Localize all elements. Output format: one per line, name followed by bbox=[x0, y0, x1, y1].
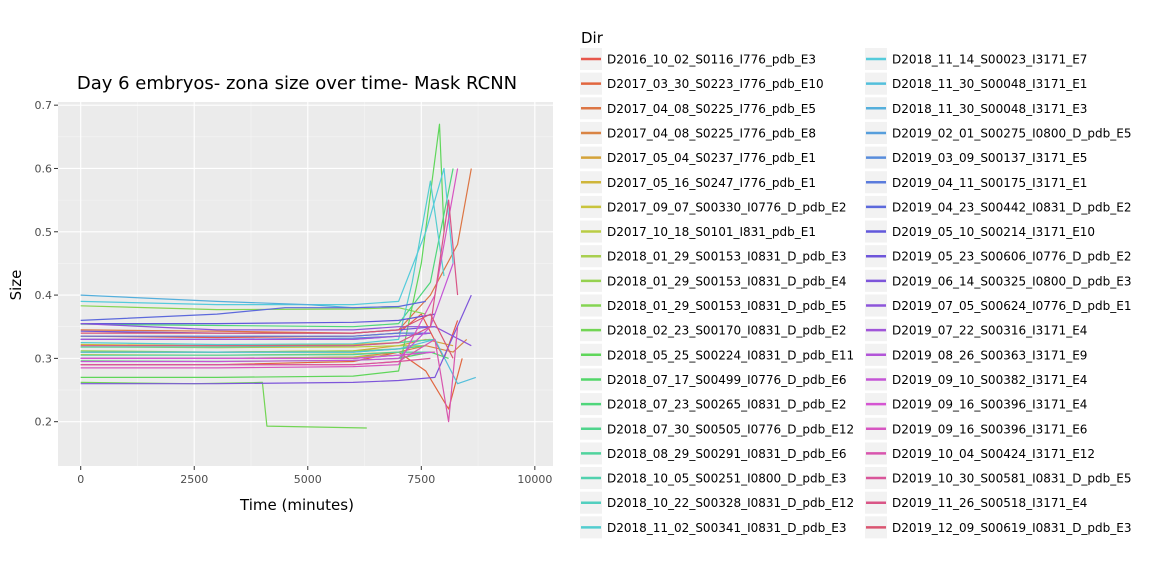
legend-label: D2018_11_30_S00048_I3171_E1 bbox=[892, 77, 1087, 91]
chart-title: Day 6 embryos- zona size over time- Mask… bbox=[77, 73, 517, 94]
grid-major bbox=[58, 102, 553, 466]
legend-label: D2019_07_05_S00624_I0776_D_pdb_E1 bbox=[892, 299, 1132, 313]
legend-label: D2019_02_01_S00275_I0800_D_pdb_E5 bbox=[892, 126, 1132, 140]
legend-label: D2019_09_16_S00396_I3171_E6 bbox=[892, 422, 1087, 436]
series-line bbox=[80, 313, 454, 359]
legend-label: D2019_04_11_S00175_I3171_E1 bbox=[892, 176, 1087, 190]
x-axis-title: Time (minutes) bbox=[239, 496, 354, 514]
y-tick-label: 0.4 bbox=[35, 289, 53, 302]
legend-label: D2018_01_29_S00153_I0831_D_pdb_E5 bbox=[607, 299, 847, 313]
x-tick-label: 7500 bbox=[407, 473, 435, 486]
legend-label: D2019_05_23_S00606_I0776_D_pdb_E2 bbox=[892, 250, 1132, 264]
series-line bbox=[80, 263, 454, 363]
x-axis: 0 2500 5000 7500 10000 bbox=[77, 466, 552, 486]
legend-label: D2019_09_10_S00382_I3171_E4 bbox=[892, 373, 1087, 387]
legend-label: D2018_11_30_S00048_I3171_E3 bbox=[892, 102, 1087, 116]
series-line bbox=[80, 180, 445, 346]
series-line bbox=[80, 168, 454, 328]
legend-label: D2019_10_04_S00424_I3171_E12 bbox=[892, 447, 1095, 461]
series-line bbox=[80, 305, 426, 315]
series-line bbox=[80, 332, 431, 340]
legend-label: D2019_09_16_S00396_I3171_E4 bbox=[892, 398, 1087, 412]
series-line bbox=[80, 294, 472, 385]
legend-label: D2019_05_10_S00214_I3171_E10 bbox=[892, 225, 1095, 239]
legend: D2016_10_02_S0116_I776_pdb_E3 D2017_03_30… bbox=[580, 48, 1132, 539]
y-tick-label: 0.2 bbox=[35, 416, 53, 429]
series-line bbox=[80, 123, 445, 378]
x-tick-label: 2500 bbox=[180, 473, 208, 486]
x-tick-label: 5000 bbox=[294, 473, 322, 486]
series-line bbox=[80, 167, 454, 306]
legend-label: D2017_10_18_S0101_I831_pdb_E1 bbox=[607, 225, 816, 239]
legend-label: D2019_10_30_S00581_I0831_D_pdb_E5 bbox=[892, 472, 1132, 486]
legend-label: D2016_10_02_S0116_I776_pdb_E3 bbox=[607, 53, 816, 67]
y-axis-title: Size bbox=[7, 270, 25, 301]
series-line bbox=[80, 338, 476, 385]
legend-label: D2019_12_09_S00619_I0831_D_pdb_E3 bbox=[892, 521, 1132, 535]
legend-label: D2018_02_23_S00170_I0831_D_pdb_E2 bbox=[607, 324, 847, 338]
legend-label: D2017_03_30_S0223_I776_pdb_E10 bbox=[607, 77, 824, 91]
legend-label: D2018_01_29_S00153_I0831_D_pdb_E4 bbox=[607, 274, 847, 288]
legend-label: D2019_07_22_S00316_I3171_E4 bbox=[892, 324, 1087, 338]
legend-label: D2018_10_22_S00328_I0831_D_pdb_E12 bbox=[607, 496, 854, 510]
series-line bbox=[80, 199, 459, 347]
plot-panel bbox=[58, 102, 553, 466]
series-line bbox=[80, 300, 426, 321]
legend-label: D2017_05_04_S0237_I776_pdb_E1 bbox=[607, 151, 816, 165]
legend-label: D2017_04_08_S0225_I776_pdb_E5 bbox=[607, 102, 816, 116]
y-tick-label: 0.3 bbox=[35, 352, 53, 365]
series-line bbox=[80, 323, 472, 347]
legend-label: D2018_11_14_S00023_I3171_E7 bbox=[892, 53, 1087, 67]
legend-label: D2018_07_30_S00505_I0776_D_pdb_E12 bbox=[607, 422, 854, 436]
y-tick-label: 0.7 bbox=[35, 99, 53, 112]
legend-label: D2018_10_05_S00251_I0800_D_pdb_E3 bbox=[607, 472, 847, 486]
legend-title: Dir bbox=[581, 29, 604, 47]
series-line bbox=[80, 168, 459, 369]
y-tick-label: 0.5 bbox=[35, 226, 53, 239]
y-axis: 0.2 0.3 0.4 0.5 0.6 0.7 bbox=[35, 99, 58, 429]
series-line bbox=[80, 332, 431, 337]
series-layer bbox=[80, 123, 476, 429]
legend-label: D2019_08_26_S00363_I3171_E9 bbox=[892, 348, 1087, 362]
legend-label: D2017_04_08_S0225_I776_pdb_E8 bbox=[607, 126, 816, 140]
legend-label: D2018_05_25_S00224_I0831_D_pdb_E11 bbox=[607, 348, 854, 362]
legend-label: D2017_05_16_S0247_I776_pdb_E1 bbox=[607, 176, 816, 190]
legend-label: D2018_11_02_S00341_I0831_D_pdb_E3 bbox=[607, 521, 847, 535]
legend-label: D2018_08_29_S00291_I0831_D_pdb_E6 bbox=[607, 447, 847, 461]
legend-label: D2018_07_17_S00499_I0776_D_pdb_E6 bbox=[607, 373, 847, 387]
legend-label: D2018_01_29_S00153_I0831_D_pdb_E3 bbox=[607, 250, 847, 264]
series-line bbox=[80, 313, 436, 325]
legend-label: D2019_11_26_S00518_I3171_E4 bbox=[892, 496, 1087, 510]
y-tick-label: 0.6 bbox=[35, 162, 53, 175]
series-line bbox=[80, 357, 431, 366]
x-tick-label: 0 bbox=[77, 473, 84, 486]
legend-label: D2019_04_23_S00442_I0831_D_pdb_E2 bbox=[892, 200, 1132, 214]
legend-label: D2019_06_14_S00325_I0800_D_pdb_E3 bbox=[892, 274, 1132, 288]
x-tick-label: 10000 bbox=[517, 473, 552, 486]
series-line bbox=[80, 351, 431, 356]
legend-label: D2019_03_09_S00137_I3171_E5 bbox=[892, 151, 1087, 165]
legend-label: D2017_09_07_S00330_I0776_D_pdb_E2 bbox=[607, 200, 847, 214]
legend-label: D2018_07_23_S00265_I0831_D_pdb_E2 bbox=[607, 398, 847, 412]
